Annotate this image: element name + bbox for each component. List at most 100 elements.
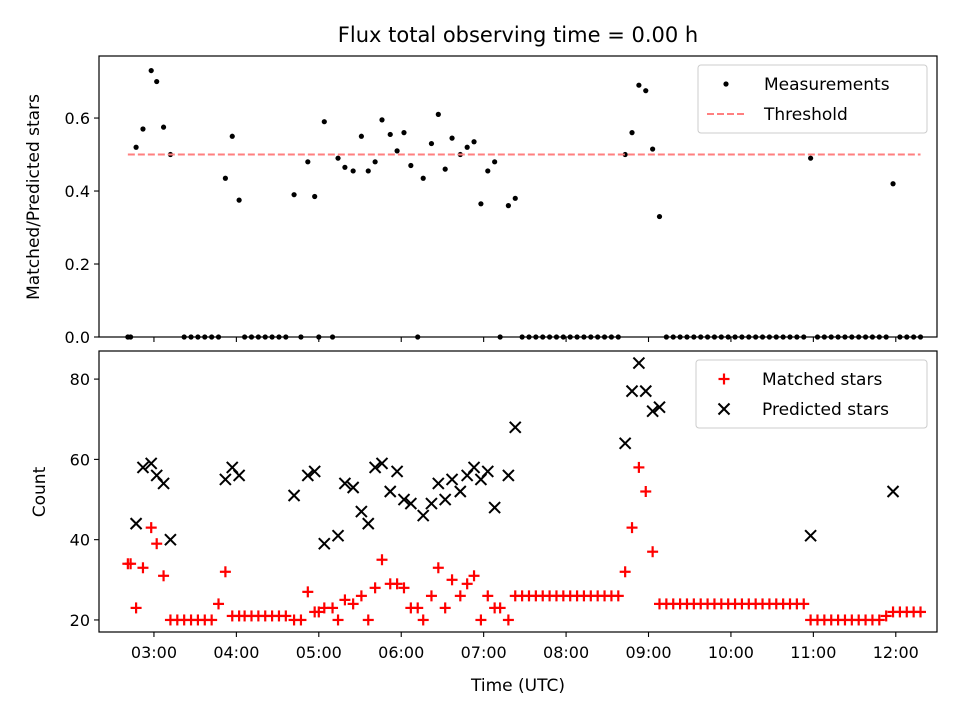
data-point bbox=[842, 334, 848, 340]
data-point bbox=[553, 334, 560, 340]
y-tick-label: 80 bbox=[70, 370, 90, 389]
data-point-b bbox=[232, 469, 246, 482]
data-point bbox=[533, 334, 539, 340]
data-point bbox=[588, 334, 594, 340]
data-point bbox=[625, 384, 639, 398]
data-point bbox=[746, 334, 752, 340]
data-point bbox=[759, 334, 766, 340]
data-point bbox=[140, 126, 146, 132]
data-point bbox=[869, 334, 876, 340]
data-point bbox=[445, 473, 459, 486]
data-point bbox=[125, 558, 137, 570]
data-point bbox=[133, 144, 139, 150]
data-point bbox=[856, 334, 862, 340]
data-point bbox=[417, 509, 430, 522]
data-point bbox=[468, 570, 480, 582]
chart-title: Flux total observing time = 0.00 h bbox=[338, 23, 698, 47]
data-point bbox=[335, 155, 341, 161]
data-point-b bbox=[488, 501, 501, 514]
data-point bbox=[492, 159, 498, 165]
data-point bbox=[442, 166, 448, 172]
legend-0: Measurements Threshold bbox=[697, 64, 928, 134]
data-point bbox=[636, 82, 642, 88]
data-point bbox=[873, 614, 885, 626]
data-point bbox=[432, 477, 445, 490]
x-tick-label: 03:00 bbox=[131, 643, 177, 662]
x-tick-label: 11:00 bbox=[790, 643, 836, 662]
data-point-b bbox=[390, 465, 404, 478]
data-point bbox=[732, 334, 738, 340]
data-point bbox=[502, 469, 515, 482]
data-point bbox=[365, 168, 371, 174]
data-point-b bbox=[509, 421, 522, 434]
data-point-b bbox=[632, 356, 646, 370]
data-point-b bbox=[375, 457, 389, 470]
data-point bbox=[355, 505, 368, 518]
data-point bbox=[136, 461, 150, 474]
data-point-b bbox=[454, 485, 467, 498]
data-point bbox=[206, 614, 218, 626]
data-point bbox=[439, 602, 451, 614]
data-point bbox=[670, 334, 676, 340]
data-point bbox=[890, 181, 896, 187]
data-point-b bbox=[886, 485, 900, 498]
series-matched-stars bbox=[122, 461, 927, 626]
data-point-b bbox=[481, 465, 494, 478]
data-point bbox=[397, 493, 411, 506]
data-point bbox=[379, 117, 385, 123]
data-point bbox=[387, 131, 393, 138]
legend-box bbox=[695, 359, 928, 429]
data-point bbox=[438, 493, 452, 506]
data-point-b bbox=[438, 493, 452, 506]
data-point bbox=[332, 614, 344, 626]
data-point bbox=[127, 334, 134, 340]
legend-label: Predicted stars bbox=[762, 400, 889, 420]
data-point bbox=[509, 421, 522, 434]
x-tick-label: 04:00 bbox=[213, 643, 259, 662]
data-point bbox=[640, 486, 652, 497]
data-point bbox=[355, 590, 367, 602]
data-point bbox=[137, 562, 149, 574]
data-point-b bbox=[150, 469, 163, 482]
data-point-b bbox=[318, 537, 331, 550]
data-point bbox=[814, 334, 821, 340]
data-point bbox=[154, 78, 160, 85]
data-point-b bbox=[639, 384, 652, 398]
y-tick-label: 0.4 bbox=[65, 182, 90, 201]
data-point bbox=[213, 598, 225, 610]
data-point bbox=[626, 522, 638, 534]
data-point-b bbox=[397, 493, 411, 506]
legend-swatch bbox=[723, 81, 729, 87]
data-point bbox=[283, 334, 289, 340]
data-point bbox=[144, 457, 158, 470]
data-point bbox=[801, 334, 807, 340]
data-point bbox=[886, 485, 900, 498]
data-point bbox=[647, 546, 659, 558]
data-point bbox=[160, 124, 167, 130]
data-point bbox=[739, 334, 745, 340]
data-point bbox=[342, 164, 348, 170]
legend-label: Threshold bbox=[763, 105, 848, 125]
x-tick-label: 09:00 bbox=[625, 643, 671, 662]
data-point bbox=[280, 610, 292, 622]
data-point bbox=[412, 602, 424, 614]
data-point bbox=[632, 356, 646, 370]
data-point bbox=[164, 533, 177, 546]
data-point bbox=[368, 461, 382, 474]
data-point bbox=[766, 334, 773, 340]
data-point-b bbox=[346, 481, 360, 494]
data-point bbox=[255, 334, 261, 340]
data-point bbox=[329, 334, 336, 340]
data-point bbox=[787, 334, 793, 340]
x-axis-label: Time (UTC) bbox=[470, 676, 565, 696]
data-point bbox=[425, 590, 437, 602]
data-point bbox=[581, 334, 587, 340]
data-point bbox=[808, 155, 814, 161]
y-tick-label: 40 bbox=[70, 531, 90, 550]
y-tick-label: 0.6 bbox=[65, 109, 90, 128]
data-point bbox=[650, 146, 656, 152]
data-point bbox=[318, 537, 331, 550]
data-point bbox=[339, 594, 351, 606]
data-point-b bbox=[502, 469, 515, 482]
data-point bbox=[222, 175, 228, 181]
